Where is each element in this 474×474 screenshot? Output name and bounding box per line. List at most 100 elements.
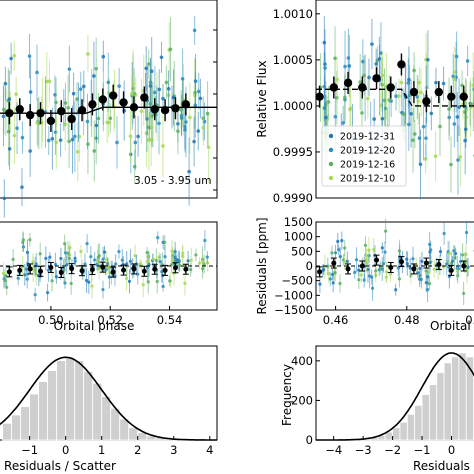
xtick-label: −3 [355, 443, 372, 457]
ytick-label: 0 [306, 259, 313, 273]
raw-point [353, 270, 357, 275]
raw-point [427, 281, 432, 286]
xtick-label: 0 [448, 443, 455, 457]
binned-point [374, 257, 380, 263]
raw-point [159, 55, 164, 60]
binned-point [372, 74, 381, 83]
raw-point [70, 137, 75, 142]
raw-point [359, 273, 363, 277]
raw-point [103, 268, 108, 272]
binned-point [150, 105, 159, 114]
raw-point [83, 262, 87, 266]
raw-point [63, 242, 67, 246]
raw-point [48, 255, 52, 259]
raw-point [193, 103, 198, 108]
raw-point [464, 230, 469, 235]
raw-point [401, 112, 406, 116]
raw-point [156, 236, 160, 240]
binned-point [411, 266, 417, 272]
raw-point [380, 246, 384, 250]
legend-label-0: 2019-12-31 [340, 132, 395, 143]
raw-point [367, 75, 371, 80]
raw-point [107, 275, 111, 279]
raw-point [343, 95, 347, 100]
raw-point [155, 279, 159, 284]
binned-point [315, 92, 324, 101]
raw-point [471, 83, 474, 88]
raw-point [161, 284, 165, 289]
raw-point [16, 276, 20, 280]
raw-point [413, 132, 417, 136]
raw-point [189, 267, 193, 272]
ylabel-relative-flux: Relative Flux [255, 60, 269, 137]
raw-point [133, 254, 137, 258]
histogram-left-plot: −1 0 1 2 3 4 [0, 356, 217, 457]
raw-point [426, 275, 430, 279]
binned-point [331, 260, 337, 266]
raw-point [397, 277, 402, 281]
raw-point [96, 116, 101, 121]
raw-point [145, 259, 149, 264]
binned-point [98, 95, 108, 104]
raw-point [340, 239, 344, 243]
raw-point [424, 281, 428, 285]
raw-point [438, 250, 443, 254]
raw-point [434, 80, 438, 85]
raw-point [378, 265, 383, 270]
raw-point [192, 139, 196, 144]
raw-point [9, 56, 13, 61]
histogram-bar [406, 413, 416, 441]
raw-point [456, 158, 460, 162]
raw-point [92, 74, 96, 78]
raw-point [33, 293, 37, 297]
binned-point [152, 266, 158, 272]
xlabel-orbital-phase-right: Orbital phase [430, 319, 474, 333]
raw-point [113, 274, 117, 278]
raw-point [445, 262, 449, 266]
raw-point [151, 257, 155, 261]
raw-point [148, 84, 153, 88]
raw-point [2, 196, 7, 201]
gaussian-curve [0, 356, 217, 441]
raw-point [184, 120, 188, 124]
binned-point [409, 87, 419, 97]
ytick-label: −1500 [274, 303, 313, 317]
binned-point [162, 267, 168, 273]
binned-point [25, 110, 35, 120]
binned-point [140, 93, 149, 102]
raw-point [7, 147, 12, 151]
raw-point [175, 258, 179, 262]
raw-point [366, 268, 370, 272]
binned-point [181, 100, 191, 109]
raw-point [96, 255, 100, 259]
raw-point [23, 273, 27, 277]
raw-point [12, 133, 17, 138]
histogram-bar [20, 406, 31, 441]
binned-point [359, 263, 365, 269]
raw-point [418, 162, 423, 167]
binned-point [329, 83, 339, 92]
raw-point [407, 122, 411, 127]
xtick-label: −1 [21, 443, 38, 457]
raw-point [328, 277, 332, 281]
raw-point [31, 260, 35, 264]
raw-point [94, 123, 99, 128]
raw-point [416, 99, 420, 103]
raw-point [149, 125, 154, 129]
raw-point [463, 127, 468, 132]
binned-point [461, 263, 467, 269]
raw-point [429, 111, 434, 116]
raw-point [360, 111, 364, 115]
raw-point [374, 62, 378, 66]
histogram-bar [47, 370, 58, 441]
raw-point [73, 134, 77, 139]
raw-point [424, 269, 428, 273]
raw-point [90, 284, 94, 288]
raw-point [399, 80, 404, 85]
raw-point [379, 51, 383, 55]
binned-point [5, 108, 14, 118]
binned-point [67, 114, 76, 124]
raw-point [425, 288, 430, 292]
xtick-label: −2 [384, 443, 401, 457]
